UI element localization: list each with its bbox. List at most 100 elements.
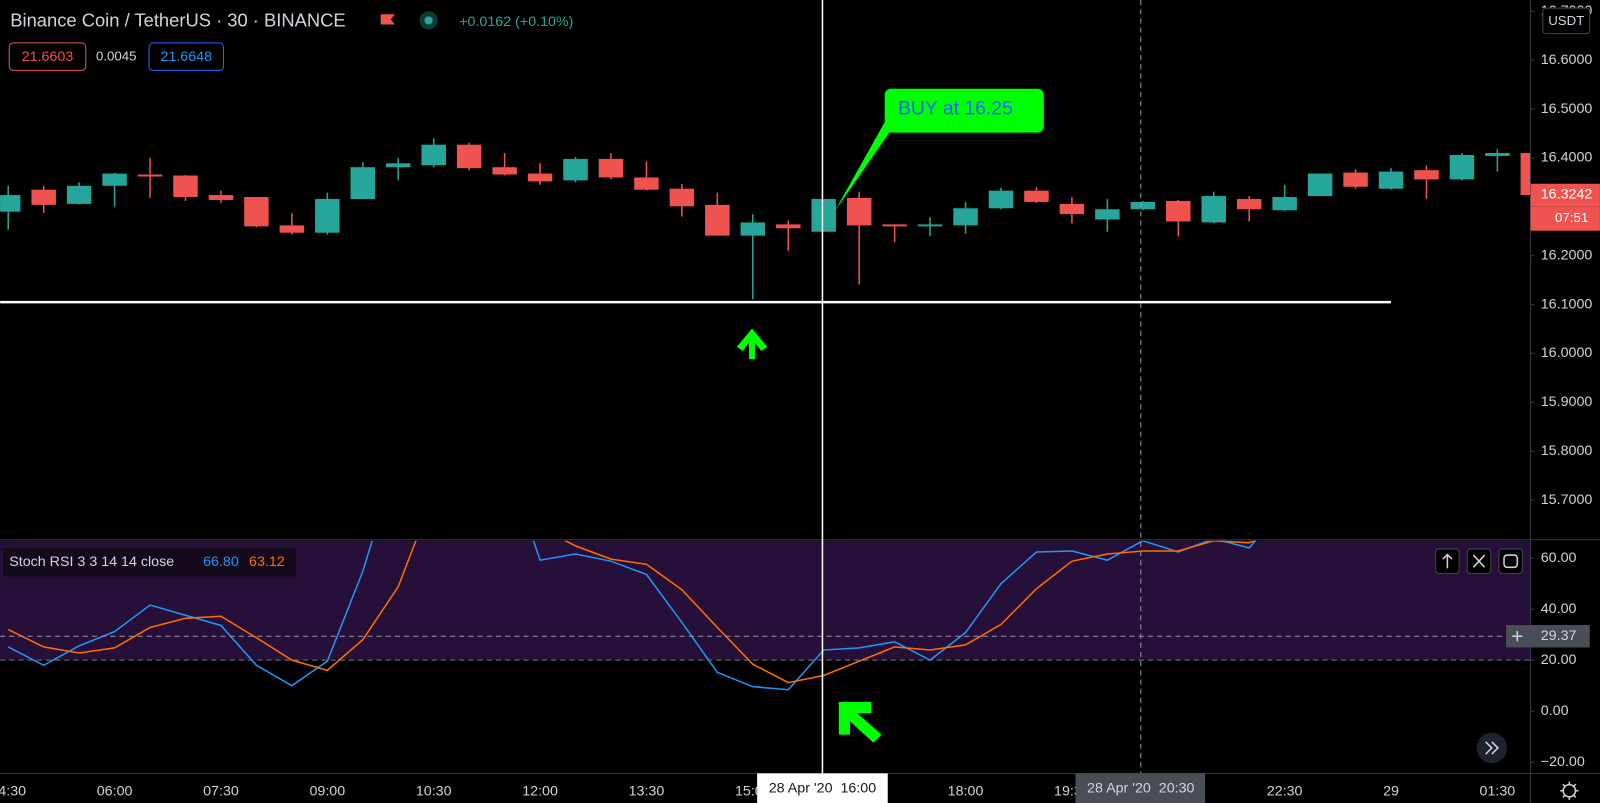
y-tick-label: −20.00: [1541, 754, 1585, 770]
stoch-line: [7, 540, 1257, 691]
currency-box[interactable]: [1542, 7, 1591, 35]
candle-body: [350, 167, 376, 199]
up-icon: [1442, 553, 1453, 569]
ask-box[interactable]: [148, 42, 225, 71]
candle-body: [882, 224, 907, 227]
diagonal-arrow: [838, 701, 882, 743]
candle-body: [1130, 201, 1156, 210]
candle-body: [1095, 209, 1120, 220]
candle-body: [0, 195, 21, 212]
settings-gear[interactable]: [1560, 781, 1579, 800]
x-tick-label: 18:00: [948, 784, 984, 800]
countdown-box: [1530, 206, 1600, 231]
candle-body: [102, 173, 127, 186]
candle-body: [279, 225, 305, 233]
callout-text: BUY at 16.25: [898, 97, 1013, 119]
x-tick-label: 06:00: [97, 784, 133, 800]
candle-body: [598, 158, 624, 178]
candle-body: [456, 144, 482, 169]
crosshair-value-label: 29.37: [1541, 628, 1577, 644]
candle-body: [1343, 172, 1368, 187]
x-tick-label: 07:30: [203, 784, 239, 800]
candle-body: [315, 198, 340, 233]
y-tick-label: 16.6000: [1541, 52, 1593, 68]
ask: 21.6648: [160, 49, 212, 65]
y-tick-label: 16.5000: [1541, 101, 1593, 117]
x-tick-label: 10:30: [416, 784, 452, 800]
y-tick-label: 16.2000: [1541, 247, 1593, 263]
y-tick-label: 0.00: [1541, 703, 1569, 719]
candle-body: [1378, 171, 1404, 189]
candle-body: [31, 189, 56, 205]
candle-body: [846, 198, 872, 226]
candle-body: [208, 195, 234, 200]
y-tick-label: 40.00: [1541, 601, 1577, 617]
up-arrow: [736, 328, 768, 360]
candle-body: [1272, 197, 1297, 211]
maximize-icon: [1503, 554, 1519, 569]
indicator-value-k: 66.80: [203, 554, 239, 570]
candle-body: [1024, 190, 1049, 202]
pane-buttons: [1435, 548, 1523, 574]
stoch-line: [7, 540, 1256, 684]
indicator-value-d: 63.12: [249, 554, 285, 570]
candle-body: [634, 177, 659, 190]
candle-body: [527, 173, 553, 182]
crosshair-time-label: 28 Apr '20 16:00: [769, 780, 876, 796]
candle-body: [705, 204, 730, 236]
callout-box[interactable]: [884, 88, 1044, 133]
candle-body: [1307, 173, 1333, 197]
candle-body: [1449, 154, 1475, 180]
hover-time-box: [1075, 773, 1206, 803]
y-tick-label: 60.00: [1541, 550, 1577, 566]
gear-teeth: [1560, 781, 1579, 800]
crosshair-plus: [1512, 631, 1523, 642]
candle-body: [1485, 153, 1510, 156]
candle-body: [776, 224, 801, 229]
candle-body: [386, 163, 411, 168]
currency: USDT: [1548, 13, 1584, 28]
flag-icon[interactable]: [380, 14, 395, 25]
y-tick-label: 20.00: [1541, 652, 1577, 668]
y-tick-label: 16.4000: [1541, 150, 1593, 166]
x-tick-label: 22:30: [1267, 784, 1303, 800]
callout-pointer: [834, 120, 898, 212]
bid-box[interactable]: [8, 42, 87, 71]
price-change: +0.0162 (+0.10%): [459, 14, 573, 30]
candle-body: [917, 224, 943, 227]
y-tick-label: 15.9000: [1541, 394, 1593, 410]
candle-body: [563, 158, 588, 181]
candle-body: [1414, 170, 1439, 180]
crosshair-time-box: [757, 773, 888, 803]
last-price-label: 16.3242: [1541, 187, 1593, 203]
candle-body: [1166, 200, 1191, 222]
candle-body: [137, 174, 163, 177]
candle-body: [66, 185, 92, 204]
crosshair-value-box: [1506, 625, 1590, 648]
x-tick-label: 29: [1383, 784, 1399, 800]
candle-body: [811, 198, 836, 232]
x-tick-label: 13:30: [629, 784, 665, 800]
hover-time-label: 28 Apr '20 20:30: [1087, 780, 1194, 796]
candle-body: [1201, 196, 1226, 223]
x-tick-label: 12:00: [522, 784, 558, 800]
indicator-title: Stoch RSI 3 3 14 14 close: [9, 554, 174, 570]
indicator-legend-bg: [3, 547, 296, 577]
candle-body: [421, 144, 446, 166]
bid: 21.6603: [22, 49, 74, 65]
close-icon: [1472, 554, 1486, 568]
maximize-button[interactable]: [1498, 548, 1523, 574]
x-tick-label: 09:00: [309, 784, 345, 800]
candle-body: [988, 190, 1014, 209]
symbol-title: Binance Coin / TetherUS · 30 · BINANCE: [10, 9, 345, 30]
y-tick-label: 16.1000: [1541, 296, 1593, 312]
y-tick-label: 15.7000: [1541, 492, 1593, 508]
x-tick-label: 04:30: [0, 784, 26, 800]
y-tick-label: 16.0000: [1541, 345, 1593, 361]
candle-body: [492, 167, 517, 175]
x-tick-label: 01:30: [1480, 784, 1516, 800]
candle-body: [1059, 203, 1085, 215]
candle-body: [669, 188, 695, 207]
